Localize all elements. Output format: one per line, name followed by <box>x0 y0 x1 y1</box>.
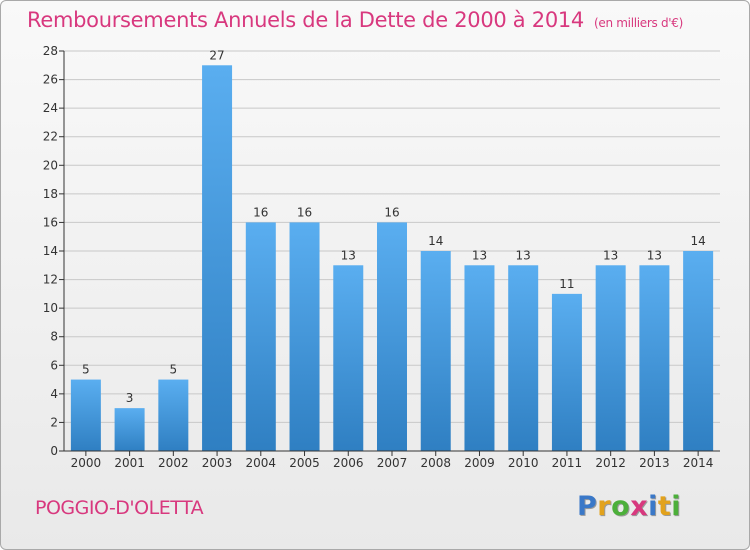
y-tick-label: 2 <box>50 415 58 429</box>
x-tick-label: 2000 <box>71 456 102 470</box>
bar-2014 <box>683 251 714 451</box>
bar-2008 <box>420 251 451 451</box>
bar-2007 <box>377 222 407 451</box>
bar-2004 <box>245 222 276 451</box>
data-label-2009: 13 <box>472 248 487 262</box>
x-tick-label: 2006 <box>333 456 364 470</box>
x-tick-label: 2012 <box>595 456 626 470</box>
bars <box>70 65 714 452</box>
data-label-2011: 11 <box>559 277 574 291</box>
logo-letter: r <box>597 491 612 522</box>
x-tick-label: 2008 <box>420 456 451 470</box>
logo-letter: t <box>657 491 672 522</box>
data-label-2010: 13 <box>516 248 531 262</box>
x-tick-label: 2011 <box>552 456 583 470</box>
chart-title-text: Remboursements Annuels de la Dette de 20… <box>27 8 584 32</box>
bar-2003 <box>202 65 233 452</box>
logo-letter: i <box>671 491 682 522</box>
x-tick-label: 2013 <box>639 456 670 470</box>
y-tick-label: 6 <box>50 358 58 372</box>
x-tick-label: 2009 <box>464 456 495 470</box>
logo-letter: P <box>577 491 598 522</box>
x-axis-ticks: 2000 2001 2002 2003 2004 2005 2006 2007 2008 2009… <box>71 451 714 470</box>
y-tick-label: 24 <box>43 101 58 115</box>
bar-2011 <box>551 293 582 451</box>
data-labels: 5 3 5 27 16 16 13 16 14 13 13 11 13 13 14 <box>82 48 706 405</box>
bar-2001 <box>114 408 145 451</box>
bar-2012 <box>595 265 626 451</box>
data-label-2006: 13 <box>341 248 356 262</box>
bar-2010 <box>508 265 539 451</box>
town-name: POGGIO-D'OLETTA <box>35 497 204 519</box>
data-label-2014: 14 <box>690 234 705 248</box>
y-tick-label: 12 <box>43 273 58 287</box>
logo-letter: o <box>611 491 631 522</box>
proxiti-logo: Proxiti <box>577 491 681 522</box>
y-tick-label: 8 <box>50 330 58 344</box>
y-tick-label: 20 <box>43 158 58 172</box>
x-tick-label: 2007 <box>377 456 408 470</box>
data-label-2007: 16 <box>384 205 399 219</box>
y-tick-label: 10 <box>43 301 58 315</box>
x-tick-label: 2001 <box>114 456 145 470</box>
data-label-2002: 5 <box>170 363 178 377</box>
x-tick-label: 2014 <box>683 456 714 470</box>
y-tick-label: 4 <box>50 387 58 401</box>
data-label-2000: 5 <box>82 363 90 377</box>
x-tick-label: 2002 <box>158 456 189 470</box>
y-tick-label: 16 <box>43 215 58 229</box>
data-label-2005: 16 <box>297 205 312 219</box>
x-tick-label: 2005 <box>289 456 320 470</box>
bar-2013 <box>639 265 670 451</box>
logo-letter: i <box>648 491 658 522</box>
data-label-2008: 14 <box>428 234 443 248</box>
chart-title: Remboursements Annuels de la Dette de 20… <box>27 8 683 32</box>
data-label-2001: 3 <box>126 391 134 405</box>
bar-2005 <box>289 222 320 451</box>
data-label-2012: 13 <box>603 248 618 262</box>
x-tick-label: 2004 <box>246 456 277 470</box>
data-label-2003: 27 <box>209 48 224 62</box>
x-tick-label: 2003 <box>202 456 233 470</box>
y-tick-label: 0 <box>50 444 58 458</box>
bar-2000 <box>70 379 101 451</box>
y-tick-label: 28 <box>43 44 58 58</box>
chart-unit: (en milliers d'€) <box>594 16 684 30</box>
y-tick-label: 26 <box>43 73 58 87</box>
bar-2006 <box>333 265 364 451</box>
y-tick-label: 22 <box>43 130 58 144</box>
bar-2009 <box>464 265 495 451</box>
logo-letter: x <box>630 491 649 522</box>
data-label-2004: 16 <box>253 205 268 219</box>
x-tick-label: 2010 <box>508 456 539 470</box>
y-tick-label: 18 <box>43 187 58 201</box>
axes <box>63 51 720 452</box>
data-label-2013: 13 <box>647 248 662 262</box>
y-tick-label: 14 <box>43 244 58 258</box>
bar-2002 <box>158 379 189 451</box>
